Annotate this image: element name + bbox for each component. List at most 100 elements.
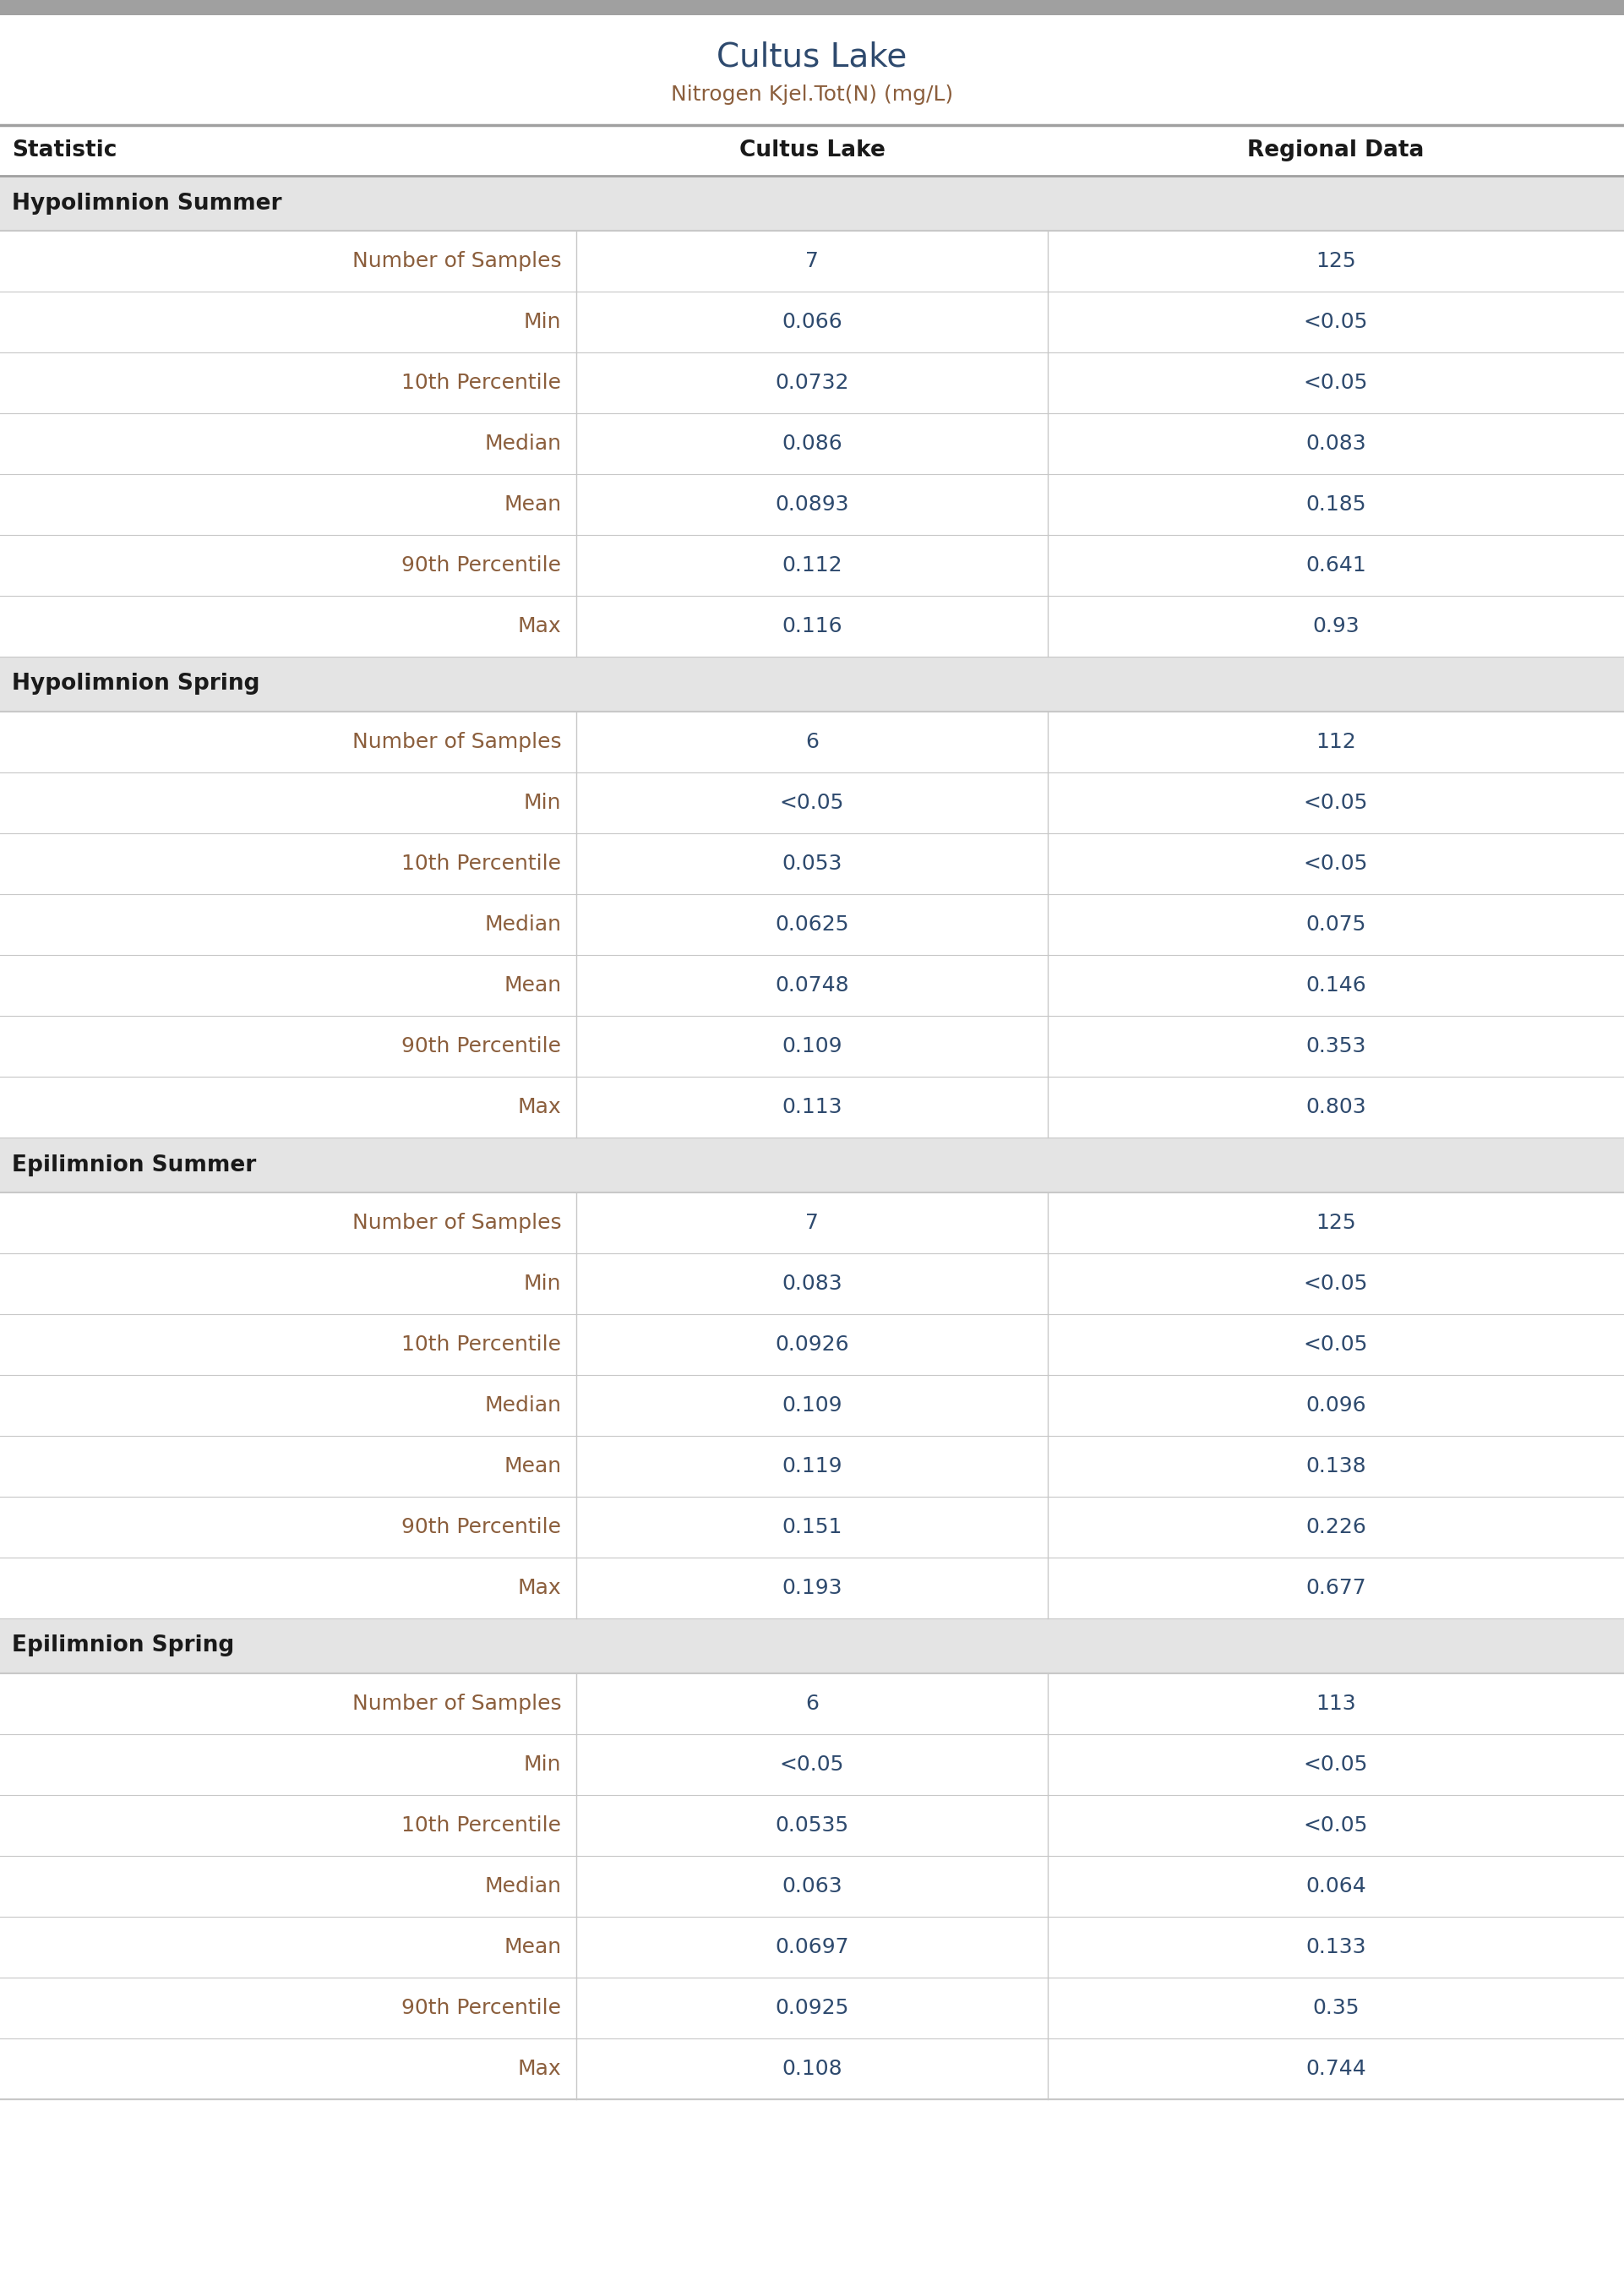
Bar [0, 711, 1624, 772]
Bar [0, 2100, 1624, 2270]
Bar [0, 1192, 1624, 1253]
Text: Mean: Mean [503, 1455, 562, 1476]
Text: Cultus Lake: Cultus Lake [716, 41, 908, 73]
Text: 0.226: 0.226 [1306, 1516, 1366, 1537]
Text: <0.05: <0.05 [1304, 1273, 1367, 1294]
Text: Nitrogen Kjel.Tot(N) (mg/L): Nitrogen Kjel.Tot(N) (mg/L) [671, 84, 953, 104]
Bar [0, 0, 1624, 16]
Bar [0, 956, 1624, 1017]
Bar [0, 1076, 1624, 1137]
Text: Number of Samples: Number of Samples [352, 1212, 562, 1233]
Text: 125: 125 [1315, 1212, 1356, 1233]
Text: 0.0926: 0.0926 [775, 1335, 849, 1355]
Bar [0, 352, 1624, 413]
Bar [0, 125, 1624, 175]
Text: 0.075: 0.075 [1306, 915, 1366, 935]
Bar [0, 1496, 1624, 1557]
Text: Number of Samples: Number of Samples [352, 731, 562, 751]
Text: 7: 7 [806, 252, 818, 272]
Bar [0, 1437, 1624, 1496]
Text: 0.053: 0.053 [781, 854, 843, 874]
Text: 10th Percentile: 10th Percentile [401, 372, 562, 393]
Text: 125: 125 [1315, 252, 1356, 272]
Text: 90th Percentile: 90th Percentile [401, 556, 562, 577]
Bar [0, 1734, 1624, 1796]
Text: Hypolimnion Summer: Hypolimnion Summer [11, 193, 283, 213]
Bar [0, 772, 1624, 833]
Text: 0.113: 0.113 [781, 1096, 843, 1117]
Bar [0, 16, 1624, 125]
Text: Min: Min [523, 792, 562, 813]
Text: <0.05: <0.05 [1304, 1816, 1367, 1836]
Text: 90th Percentile: 90th Percentile [401, 1035, 562, 1056]
Bar [0, 894, 1624, 956]
Text: 10th Percentile: 10th Percentile [401, 1816, 562, 1836]
Bar [0, 1557, 1624, 1619]
Bar [0, 2038, 1624, 2100]
Bar [0, 1137, 1624, 1192]
Bar [0, 474, 1624, 536]
Text: 0.353: 0.353 [1306, 1035, 1366, 1056]
Text: 0.35: 0.35 [1312, 1998, 1359, 2018]
Text: Max: Max [518, 1578, 562, 1598]
Bar [0, 1796, 1624, 1857]
Text: <0.05: <0.05 [1304, 792, 1367, 813]
Bar [0, 656, 1624, 711]
Text: 0.109: 0.109 [781, 1396, 843, 1416]
Text: 0.744: 0.744 [1306, 2059, 1366, 2079]
Bar [0, 1673, 1624, 1734]
Text: Number of Samples: Number of Samples [352, 252, 562, 272]
Text: 0.109: 0.109 [781, 1035, 843, 1056]
Text: 0.0748: 0.0748 [775, 976, 849, 997]
Text: Median: Median [484, 434, 562, 454]
Text: 90th Percentile: 90th Percentile [401, 1516, 562, 1537]
Text: 0.0697: 0.0697 [775, 1936, 849, 1957]
Text: 0.0925: 0.0925 [775, 1998, 849, 2018]
Text: 0.133: 0.133 [1306, 1936, 1366, 1957]
Text: Cultus Lake: Cultus Lake [739, 138, 885, 161]
Text: 0.138: 0.138 [1306, 1455, 1366, 1476]
Text: Mean: Mean [503, 1936, 562, 1957]
Text: 7: 7 [806, 1212, 818, 1233]
Text: 0.096: 0.096 [1306, 1396, 1366, 1416]
Text: 90th Percentile: 90th Percentile [401, 1998, 562, 2018]
Text: 0.193: 0.193 [781, 1578, 843, 1598]
Text: Min: Min [523, 311, 562, 331]
Text: Max: Max [518, 1096, 562, 1117]
Bar [0, 1017, 1624, 1076]
Bar [0, 595, 1624, 656]
Bar [0, 1314, 1624, 1376]
Text: 112: 112 [1315, 731, 1356, 751]
Text: 0.119: 0.119 [781, 1455, 843, 1476]
Bar [0, 1977, 1624, 2038]
Text: Epilimnion Summer: Epilimnion Summer [11, 1153, 257, 1176]
Text: <0.05: <0.05 [1304, 1335, 1367, 1355]
Text: <0.05: <0.05 [1304, 311, 1367, 331]
Text: <0.05: <0.05 [780, 1755, 844, 1775]
Bar [0, 1619, 1624, 1673]
Text: 0.185: 0.185 [1306, 495, 1366, 515]
Text: 10th Percentile: 10th Percentile [401, 854, 562, 874]
Bar [0, 413, 1624, 474]
Bar [0, 833, 1624, 894]
Text: 0.116: 0.116 [781, 615, 843, 636]
Text: Epilimnion Spring: Epilimnion Spring [11, 1634, 234, 1657]
Text: Median: Median [484, 1396, 562, 1416]
Text: 0.0893: 0.0893 [775, 495, 849, 515]
Text: 0.086: 0.086 [781, 434, 843, 454]
Text: 0.083: 0.083 [781, 1273, 843, 1294]
Text: 0.677: 0.677 [1306, 1578, 1366, 1598]
Bar [0, 232, 1624, 291]
Text: 0.066: 0.066 [781, 311, 843, 331]
Text: Min: Min [523, 1273, 562, 1294]
Text: 113: 113 [1315, 1693, 1356, 1714]
Text: 6: 6 [806, 731, 818, 751]
Text: Max: Max [518, 2059, 562, 2079]
Text: Hypolimnion Spring: Hypolimnion Spring [11, 674, 260, 695]
Text: 0.641: 0.641 [1306, 556, 1366, 577]
Text: 0.0535: 0.0535 [775, 1816, 849, 1836]
Text: <0.05: <0.05 [1304, 854, 1367, 874]
Text: <0.05: <0.05 [1304, 372, 1367, 393]
Text: Regional Data: Regional Data [1247, 138, 1424, 161]
Bar [0, 1916, 1624, 1977]
